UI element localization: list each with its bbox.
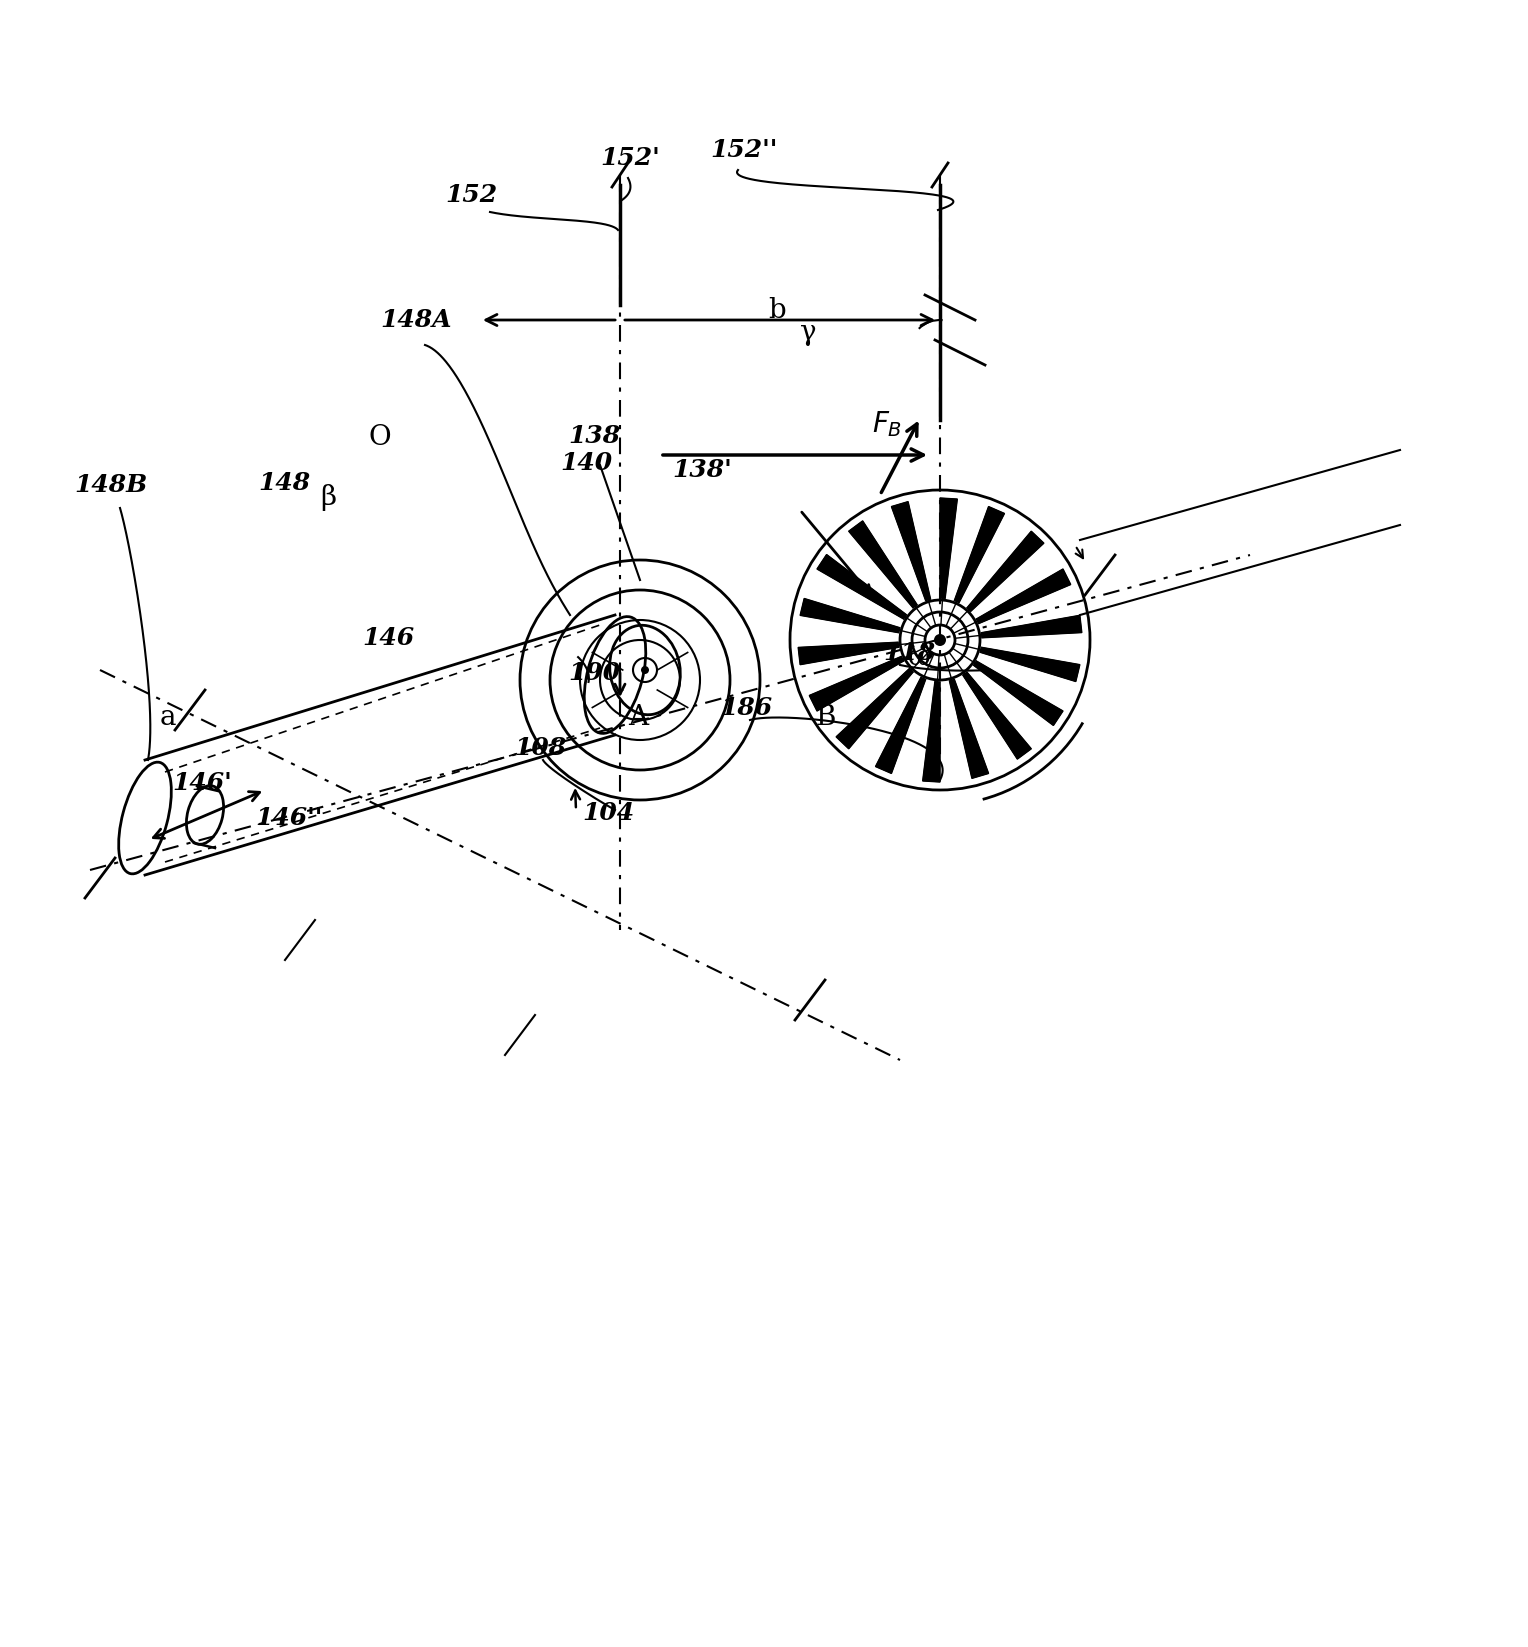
Polygon shape <box>817 555 906 619</box>
Text: 140: 140 <box>559 451 613 474</box>
Text: 146': 146' <box>173 771 232 796</box>
Polygon shape <box>876 677 926 774</box>
Polygon shape <box>949 680 989 779</box>
Polygon shape <box>940 497 958 598</box>
Text: 190: 190 <box>568 660 620 685</box>
Text: 146: 146 <box>362 626 414 651</box>
Text: 138: 138 <box>568 423 620 448</box>
Polygon shape <box>976 568 1071 624</box>
Circle shape <box>934 634 946 646</box>
Polygon shape <box>963 672 1031 759</box>
Text: b: b <box>769 296 785 324</box>
Text: 104: 104 <box>582 800 634 825</box>
Polygon shape <box>981 616 1082 637</box>
Polygon shape <box>836 669 914 749</box>
Text: ω: ω <box>908 644 931 670</box>
Text: 152'': 152'' <box>711 138 778 161</box>
Text: 118: 118 <box>883 641 935 665</box>
Text: O: O <box>368 423 391 451</box>
Text: β: β <box>319 484 336 511</box>
Polygon shape <box>979 647 1080 682</box>
Text: 108: 108 <box>513 736 567 759</box>
Polygon shape <box>891 502 931 601</box>
Polygon shape <box>801 598 900 632</box>
Polygon shape <box>798 642 898 665</box>
Text: A: A <box>628 703 648 731</box>
Polygon shape <box>848 520 917 608</box>
Text: 152': 152' <box>601 147 660 170</box>
Text: 148B: 148B <box>73 473 147 497</box>
Text: γ: γ <box>801 320 816 346</box>
Text: 152: 152 <box>445 183 497 208</box>
Polygon shape <box>967 532 1044 611</box>
Text: $F_B$: $F_B$ <box>872 408 902 438</box>
Polygon shape <box>810 657 903 712</box>
Circle shape <box>642 665 649 674</box>
Text: 138': 138' <box>672 458 732 483</box>
Polygon shape <box>973 660 1063 725</box>
Text: 148A: 148A <box>380 308 451 333</box>
Polygon shape <box>955 507 1004 603</box>
Text: B: B <box>814 703 836 731</box>
Text: 146'': 146'' <box>255 805 322 830</box>
Text: a: a <box>160 703 177 731</box>
Polygon shape <box>923 682 940 782</box>
Text: 148: 148 <box>258 471 310 496</box>
Text: 186: 186 <box>720 697 772 720</box>
